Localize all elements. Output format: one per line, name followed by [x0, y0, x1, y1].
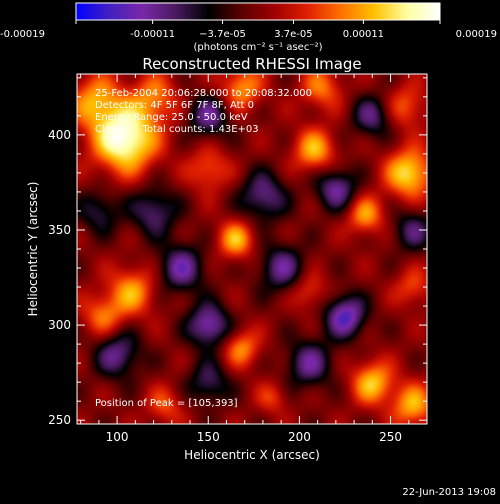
- x-tick-label: 150: [197, 430, 220, 444]
- colorbar: [75, 2, 441, 21]
- colorbar-tick-label: 0.00019: [456, 29, 497, 40]
- annotation-clean-counts: Clean Total counts: 1.43E+03: [95, 124, 259, 135]
- y-tick-label: 350: [48, 223, 71, 237]
- colorbar-tick-label: 3.7e-05: [274, 29, 312, 40]
- x-tick-label: 100: [106, 430, 129, 444]
- colorbar-tick-label: −3.7e-05: [199, 29, 246, 40]
- y-tick-label: 400: [48, 128, 71, 142]
- colorbar-ticks: -0.00019 -0.00011 −3.7e-05 3.7e-05 0.00011 0.…: [0, 20, 497, 40]
- heatmap-image: [77, 74, 427, 424]
- y-axis: 250 300 350 400: [48, 77, 427, 427]
- colorbar-tick-label: -0.00011: [130, 29, 175, 40]
- x-axis: 100 150 200 250: [80, 74, 428, 444]
- x-tick-label: 250: [379, 430, 402, 444]
- chart-title: Reconstructed RHESSI Image: [142, 55, 361, 73]
- peak-position-label: Position of Peak = [105,393]: [95, 398, 238, 409]
- heatmap-area: [77, 74, 427, 424]
- colorbar-tick-label: 0.00011: [343, 29, 384, 40]
- y-axis-label: Heliocentric Y (arcsec): [26, 182, 40, 317]
- x-tick-label: 200: [288, 430, 311, 444]
- colorbar-units-label: (photons cm⁻² s⁻¹ asec⁻²): [193, 42, 322, 53]
- annotation-time-range: 25-Feb-2004 20:06:28.000 to 20:08:32.000: [95, 88, 312, 99]
- annotation-block: 25-Feb-2004 20:06:28.000 to 20:08:32.000…: [95, 88, 312, 135]
- annotation-detectors: Detectors: 4F 5F 6F 7F 8F, Att 0: [95, 100, 254, 111]
- footer-timestamp: 22-Jun-2013 19:08: [402, 487, 496, 498]
- annotation-energy-range: Energy Range: 25.0 - 50.0 keV: [95, 112, 248, 123]
- x-axis-label: Heliocentric X (arcsec): [184, 448, 320, 462]
- y-tick-label: 250: [48, 413, 71, 427]
- y-tick-label: 300: [48, 318, 71, 332]
- colorbar-tick-label: -0.00019: [0, 29, 45, 40]
